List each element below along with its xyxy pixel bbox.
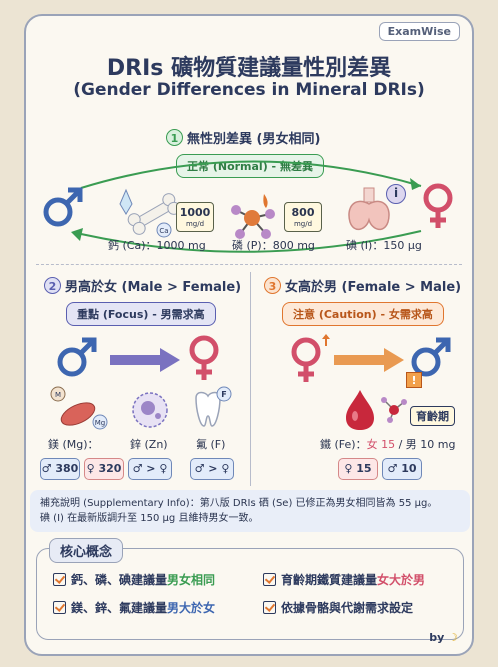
- section3-title-text: 女高於男 (Female > Male): [285, 280, 462, 295]
- divider-top: [36, 264, 462, 265]
- byline: by ☽: [429, 631, 458, 644]
- arrow-right-icon: [110, 348, 180, 372]
- core-concepts-title: 核心概念: [49, 538, 124, 563]
- tooth-tag-f: F: [221, 390, 226, 399]
- blood-drop-icon: [346, 390, 374, 430]
- male-symbol-icon: [43, 187, 83, 227]
- section1-title: 1 無性別差異 (男女相同): [166, 128, 320, 147]
- zn-compare: ♂ > ♀: [128, 458, 172, 480]
- mineral-i: 碘 (I)：150 µg: [346, 239, 422, 252]
- male-symbol-icon: [411, 337, 451, 377]
- muscle-tag-mg: Mg: [95, 419, 105, 427]
- fe-female-stat: ♀ 15: [338, 458, 378, 480]
- divider-vertical: [250, 272, 251, 486]
- tooth-icon: F: [195, 386, 232, 427]
- brand-badge: ExamWise: [378, 22, 460, 41]
- section1-number: 1: [166, 129, 183, 146]
- warning-icon: !: [406, 372, 422, 388]
- mineral-mg: 鎂 (Mg)：: [48, 438, 99, 451]
- caution-pill: 注意 (Caution) - 女需求高: [282, 302, 444, 326]
- infographic-card: ExamWise DRIs 礦物質建議量性別差異 (Gender Differe…: [24, 14, 474, 656]
- core-item-basis: 依據骨骼與代謝需求設定: [263, 599, 413, 616]
- section3-number: 3: [264, 277, 281, 294]
- calcium-icon-label: Ca: [159, 227, 168, 235]
- phosphorus-molecule-icon: [231, 194, 275, 239]
- checkbox-icon: [53, 601, 66, 614]
- checkbox-icon: [263, 573, 276, 586]
- male-symbol-icon: [57, 337, 97, 377]
- supplementary-note: 補充說明 (Supplementary Info)：第八版 DRIs 硒 (Se…: [30, 490, 470, 532]
- banana-icon: ☽: [448, 631, 458, 644]
- info-icon: i: [386, 184, 406, 204]
- cell-icon: [132, 392, 168, 428]
- mineral-zn: 鋅 (Zn): [130, 438, 168, 451]
- core-item-same: 鈣、磷、碘建議量男女相同: [53, 571, 215, 588]
- arrow-right-icon: [334, 348, 404, 372]
- iron-molecule-icon: [381, 397, 407, 423]
- focus-pill: 重點 (Focus) - 男需求高: [66, 302, 216, 326]
- child-bearing-age-tag: 育齡期: [410, 406, 455, 426]
- thyroid-icon: [348, 187, 390, 231]
- fe-male-stat: ♂ 10: [382, 458, 422, 480]
- checkbox-icon: [53, 573, 66, 586]
- core-item-iron: 育齡期鐵質建議量女大於男: [263, 571, 425, 588]
- muscle-tag-m: M: [55, 391, 61, 399]
- calcium-dose-badge: 1000 mg/d: [176, 202, 214, 232]
- core-concepts-box: 核心概念 鈣、磷、碘建議量男女相同 育齡期鐵質建議量女大於男 鎂、鋅、氟建議量男…: [36, 538, 464, 640]
- muscle-icon: M Mg: [50, 386, 108, 430]
- page-subtitle: (Gender Differences in Mineral DRIs): [73, 80, 425, 100]
- cycle-arrows-icon: [71, 160, 422, 253]
- female-symbol-icon: [423, 183, 453, 228]
- bone-calcium-icon: Ca: [119, 188, 181, 238]
- normal-pill: 正常 (Normal) - 無差異: [176, 154, 324, 178]
- mineral-ca: 鈣 (Ca)：1000 mg: [108, 239, 206, 252]
- section3-title: 3 女高於男 (Female > Male): [264, 276, 461, 295]
- phosphorus-dose-badge: 800 mg/d: [284, 202, 322, 232]
- mg-male-stat: ♂ 380: [40, 458, 80, 480]
- page-title: DRIs 礦物質建議量性別差異: [106, 56, 392, 81]
- section2-number: 2: [44, 277, 61, 294]
- checkbox-icon: [263, 601, 276, 614]
- female-symbol-icon: [189, 335, 219, 380]
- core-item-male-higher: 鎂、鋅、氟建議量男大於女: [53, 599, 215, 616]
- section2-title-text: 男高於女 (Male > Female): [65, 280, 242, 295]
- mineral-f: 氟 (F): [196, 438, 226, 451]
- mineral-p: 磷 (P)：800 mg: [232, 239, 315, 252]
- section2-title: 2 男高於女 (Male > Female): [44, 276, 241, 295]
- female-symbol-icon: [291, 334, 330, 382]
- mg-female-stat: ♀ 320: [84, 458, 124, 480]
- f-compare: ♂ > ♀: [190, 458, 234, 480]
- mineral-fe: 鐵 (Fe)：女 15 / 男 10 mg: [320, 438, 456, 451]
- section1-title-text: 無性別差異 (男女相同): [187, 132, 321, 147]
